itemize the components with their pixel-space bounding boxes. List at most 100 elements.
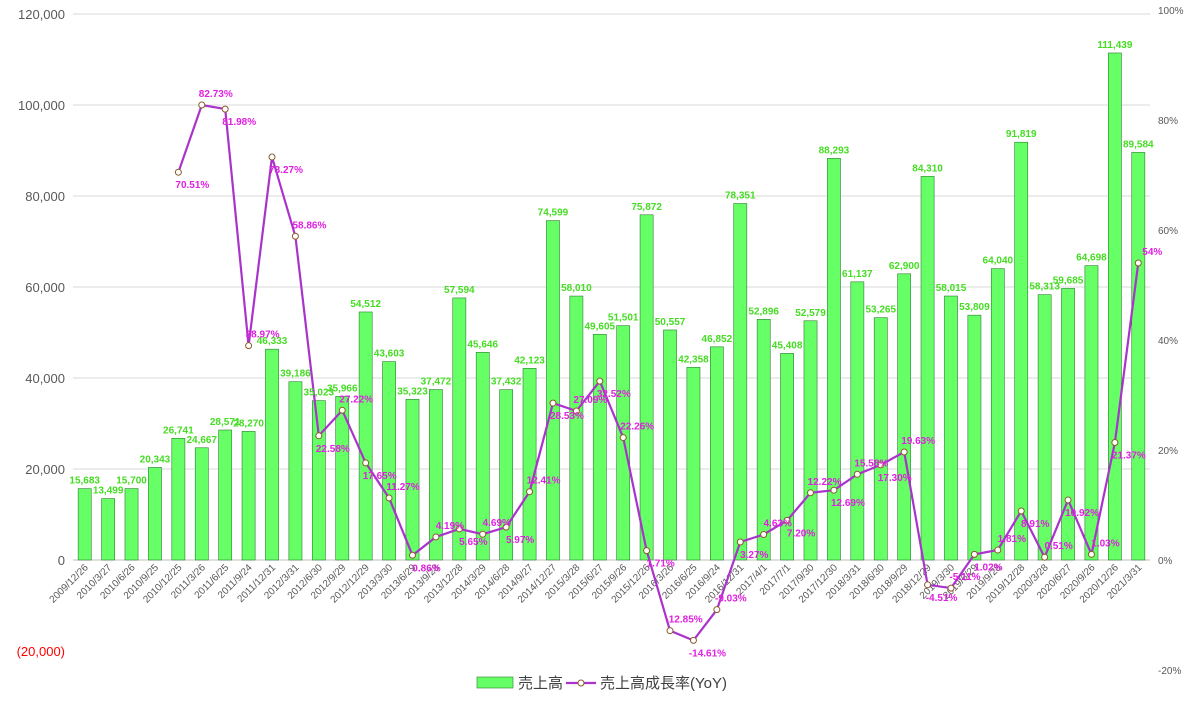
bar bbox=[1061, 288, 1075, 561]
y-left-tick-label: 20,000 bbox=[25, 462, 65, 477]
bar-value-label: 53,265 bbox=[865, 305, 896, 316]
bar bbox=[77, 488, 92, 561]
yoy-point bbox=[924, 581, 932, 589]
bar-value-label: 51,501 bbox=[608, 313, 639, 324]
yoy-value-label: 15.58% bbox=[854, 458, 888, 469]
bar-value-label: 28,270 bbox=[233, 418, 264, 429]
y-left-tick-label: 0 bbox=[58, 553, 65, 568]
bar-value-label: 46,333 bbox=[257, 336, 288, 347]
y-left-tick-label: (20,000) bbox=[17, 644, 65, 659]
bar bbox=[592, 333, 607, 561]
bar bbox=[733, 203, 748, 561]
yoy-value-label: 12.22% bbox=[808, 477, 842, 488]
yoy-value-label: 4.63% bbox=[764, 519, 792, 530]
bar-value-label: 64,698 bbox=[1076, 253, 1107, 264]
yoy-value-label: 81.98% bbox=[222, 117, 256, 128]
yoy-point bbox=[549, 399, 557, 407]
legend-line-label: 売上高成長率(YoY) bbox=[600, 675, 727, 692]
yoy-point bbox=[1064, 496, 1072, 504]
yoy-point bbox=[783, 516, 791, 524]
yoy-value-label: 17.30% bbox=[878, 473, 912, 484]
yoy-value-label: -5.11% bbox=[949, 572, 980, 583]
bar-value-label: 37,432 bbox=[491, 377, 522, 388]
bar-value-label: 37,472 bbox=[421, 377, 452, 388]
yoy-point bbox=[455, 525, 463, 533]
bar-value-label: 15,700 bbox=[116, 476, 147, 487]
bar-value-label: 74,599 bbox=[538, 208, 569, 219]
yoy-value-label: 1.02% bbox=[974, 562, 1002, 573]
bar-value-label: 15,683 bbox=[69, 476, 100, 487]
yoy-point bbox=[221, 105, 229, 113]
yoy-point bbox=[432, 533, 440, 541]
y-right-tick-label: 100% bbox=[1158, 6, 1184, 17]
bar bbox=[710, 346, 724, 561]
yoy-point bbox=[362, 459, 370, 467]
yoy-point bbox=[1087, 550, 1095, 558]
bar bbox=[546, 220, 560, 561]
y-right-tick-label: 0% bbox=[1158, 556, 1173, 567]
yoy-point bbox=[666, 627, 674, 635]
bar bbox=[218, 429, 233, 561]
bar-value-label: 59,685 bbox=[1053, 275, 1084, 286]
yoy-point bbox=[760, 531, 768, 539]
yoy-value-label: 32.52% bbox=[597, 389, 631, 400]
y-right-tick-label: -20% bbox=[1158, 666, 1181, 677]
bar-value-label: 84,310 bbox=[912, 163, 943, 174]
legend-bar-label: 売上高 bbox=[518, 675, 563, 692]
bar-value-label: 111,439 bbox=[1097, 40, 1132, 51]
yoy-value-label: 4.19% bbox=[436, 521, 464, 532]
bar bbox=[873, 317, 888, 561]
bar bbox=[780, 353, 794, 561]
bar-value-label: 52,896 bbox=[748, 306, 779, 317]
yoy-value-label: 28.53% bbox=[550, 411, 584, 422]
yoy-value-label: 0.86% bbox=[412, 563, 440, 574]
yoy-value-label: 10.92% bbox=[1065, 508, 1099, 519]
bar bbox=[499, 389, 513, 561]
yoy-value-label: 11.27% bbox=[386, 482, 419, 493]
yoy-point bbox=[198, 101, 206, 109]
legend-bar-swatch bbox=[476, 676, 514, 689]
bar-value-label: 46,852 bbox=[702, 334, 733, 345]
bar bbox=[639, 214, 654, 561]
bar-value-label: 26,741 bbox=[163, 425, 194, 436]
yoy-value-label: -4.51% bbox=[926, 593, 958, 604]
bar bbox=[288, 381, 303, 561]
bar-value-label: 78,351 bbox=[725, 191, 756, 202]
yoy-point bbox=[174, 168, 182, 176]
bar-value-label: 45,408 bbox=[772, 340, 803, 351]
yoy-point bbox=[408, 551, 416, 559]
yoy-point bbox=[830, 486, 838, 494]
yoy-point bbox=[619, 434, 627, 442]
bar-value-label: 64,040 bbox=[983, 256, 1014, 267]
bar bbox=[1084, 265, 1099, 561]
yoy-point bbox=[900, 448, 908, 456]
bar bbox=[1108, 52, 1122, 561]
yoy-value-label: 22.58% bbox=[316, 444, 350, 455]
bar-value-label: 35,966 bbox=[327, 383, 358, 394]
y-right-tick-label: 40% bbox=[1158, 336, 1178, 347]
bar bbox=[967, 314, 982, 561]
yoy-point bbox=[572, 407, 580, 415]
bar-value-label: 13,499 bbox=[93, 486, 124, 497]
yoy-point bbox=[713, 606, 721, 614]
yoy-value-label: 17.65% bbox=[363, 471, 397, 482]
bar-value-label: 49,605 bbox=[584, 321, 615, 332]
bar bbox=[897, 273, 912, 561]
bar bbox=[382, 361, 396, 561]
bar-value-label: 42,358 bbox=[678, 354, 709, 365]
bar bbox=[522, 368, 537, 561]
bar-value-label: 35,023 bbox=[304, 388, 335, 399]
bar bbox=[335, 396, 350, 561]
bar-value-label: 52,579 bbox=[795, 308, 826, 319]
bar-value-label: 58,010 bbox=[561, 283, 592, 294]
yoy-point bbox=[315, 432, 323, 440]
yoy-value-label: 82.73% bbox=[199, 89, 233, 100]
yoy-value-label: 27.22% bbox=[339, 394, 373, 405]
yoy-point bbox=[1017, 507, 1025, 515]
y-left-tick-label: 80,000 bbox=[25, 189, 65, 204]
yoy-value-label: 73.27% bbox=[269, 165, 303, 176]
bar-value-label: 91,819 bbox=[1006, 129, 1037, 140]
yoy-point bbox=[1041, 553, 1049, 561]
bar bbox=[920, 176, 935, 561]
